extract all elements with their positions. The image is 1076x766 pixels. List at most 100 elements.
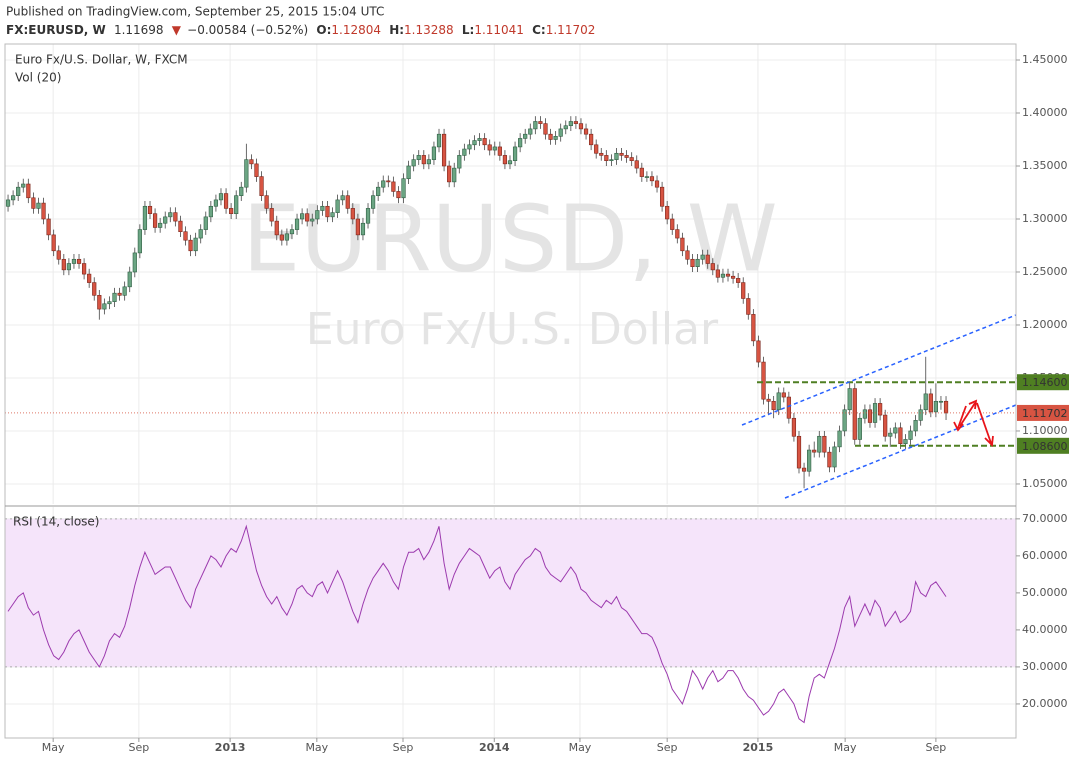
rsi-title: RSI (14, close): [13, 515, 99, 529]
candle-body: [81, 263, 87, 275]
candle-body: [56, 250, 61, 260]
candle-body: [264, 195, 269, 209]
candle-body: [173, 212, 178, 222]
y-tick-label: 1.30000: [1022, 212, 1068, 225]
candle-body: [599, 152, 604, 156]
candle-body: [523, 133, 528, 139]
candle-body: [365, 208, 371, 224]
labels-layer: 1.050001.100001.150001.200001.250001.300…: [42, 53, 1069, 754]
candle-body: [548, 133, 553, 140]
symbol: FX:EURUSD, W: [6, 23, 106, 37]
candle-body: [16, 186, 21, 196]
candle-body: [558, 128, 563, 137]
candle-body: [634, 160, 639, 169]
candle-body: [822, 435, 827, 453]
candle-body: [416, 155, 421, 160]
candle-body: [938, 400, 944, 403]
candle-body: [832, 446, 837, 468]
candle-body: [685, 250, 690, 260]
h-value: 1.13288: [404, 23, 454, 37]
candle-body: [583, 128, 589, 135]
candle-body: [654, 180, 660, 188]
candle-body: [898, 427, 903, 444]
indicator-label: Vol (20): [15, 71, 61, 85]
channel-upper: [741, 314, 1017, 426]
candle-body: [781, 392, 786, 398]
candle-body: [315, 210, 320, 220]
candle-body: [122, 286, 127, 296]
candle-body: [345, 195, 350, 209]
candle-body: [725, 273, 731, 277]
candle-body: [761, 361, 766, 400]
x-tick-label: Sep: [393, 741, 414, 754]
candle-body: [629, 157, 634, 161]
candle-body: [229, 208, 234, 214]
candle-body: [842, 409, 847, 432]
candle-body: [639, 167, 644, 177]
candle-body: [163, 216, 168, 224]
y-tick-label: 1.35000: [1022, 159, 1068, 172]
candle-body: [786, 396, 791, 419]
candle-body: [426, 159, 431, 165]
x-tick-label: May: [834, 741, 857, 754]
candle-body: [137, 229, 142, 254]
candle-body: [903, 439, 908, 444]
candle-body: [817, 435, 822, 453]
candle-body: [147, 205, 153, 214]
candle-body: [923, 393, 928, 411]
candle-body: [391, 181, 396, 192]
candle-body: [46, 218, 51, 236]
candle-body: [284, 233, 290, 241]
x-tick-label: 2015: [743, 741, 774, 754]
c-value: 1.11702: [546, 23, 596, 37]
candle-body: [457, 155, 462, 169]
y-tick-label: 1.25000: [1022, 265, 1068, 278]
candle-body: [158, 222, 163, 228]
candle-body: [680, 237, 685, 252]
candle-body: [21, 183, 26, 188]
candle-body: [193, 237, 198, 252]
candle-body: [411, 159, 416, 167]
candle-body: [918, 409, 923, 421]
last-price-label: 1.11702: [1022, 407, 1068, 420]
candle-body: [847, 388, 852, 411]
l-value: 1.11041: [474, 23, 524, 37]
watermark: EURUSD, W: [242, 185, 777, 292]
x-tick-label: May: [42, 741, 65, 754]
x-tick-label: May: [569, 741, 592, 754]
frame: [4, 43, 1017, 739]
arrow-head: [953, 421, 964, 432]
candle-body: [771, 400, 776, 411]
candle-body: [244, 159, 249, 188]
arrow: [957, 405, 967, 429]
candle-body: [289, 229, 295, 235]
candle-body: [107, 301, 112, 305]
candle-body: [624, 155, 629, 158]
candle-body: [609, 159, 614, 161]
candle-body: [355, 218, 360, 236]
candle-body: [827, 451, 832, 468]
candle-body: [538, 121, 543, 124]
candle-body: [102, 303, 107, 310]
candle-body: [644, 176, 649, 178]
band-layer: [5, 518, 1016, 668]
candle-body: [568, 121, 573, 127]
candle-body: [482, 138, 487, 146]
candle-body: [791, 417, 797, 437]
candle-body: [239, 186, 244, 196]
level-badge: [1017, 437, 1069, 454]
candle-body: [619, 152, 624, 156]
candle-body: [152, 213, 158, 228]
candle-body: [66, 263, 71, 271]
y-tick-label: 1.40000: [1022, 106, 1068, 119]
x-tick-label: 2013: [215, 741, 246, 754]
candle-body: [812, 449, 817, 453]
candle-body: [436, 133, 442, 148]
candle-body: [452, 167, 457, 183]
candle-body: [198, 229, 203, 239]
y-tick-label: 1.10000: [1022, 424, 1068, 437]
candle-body: [188, 239, 193, 252]
candle-body: [913, 420, 918, 432]
candle-body: [801, 467, 807, 472]
